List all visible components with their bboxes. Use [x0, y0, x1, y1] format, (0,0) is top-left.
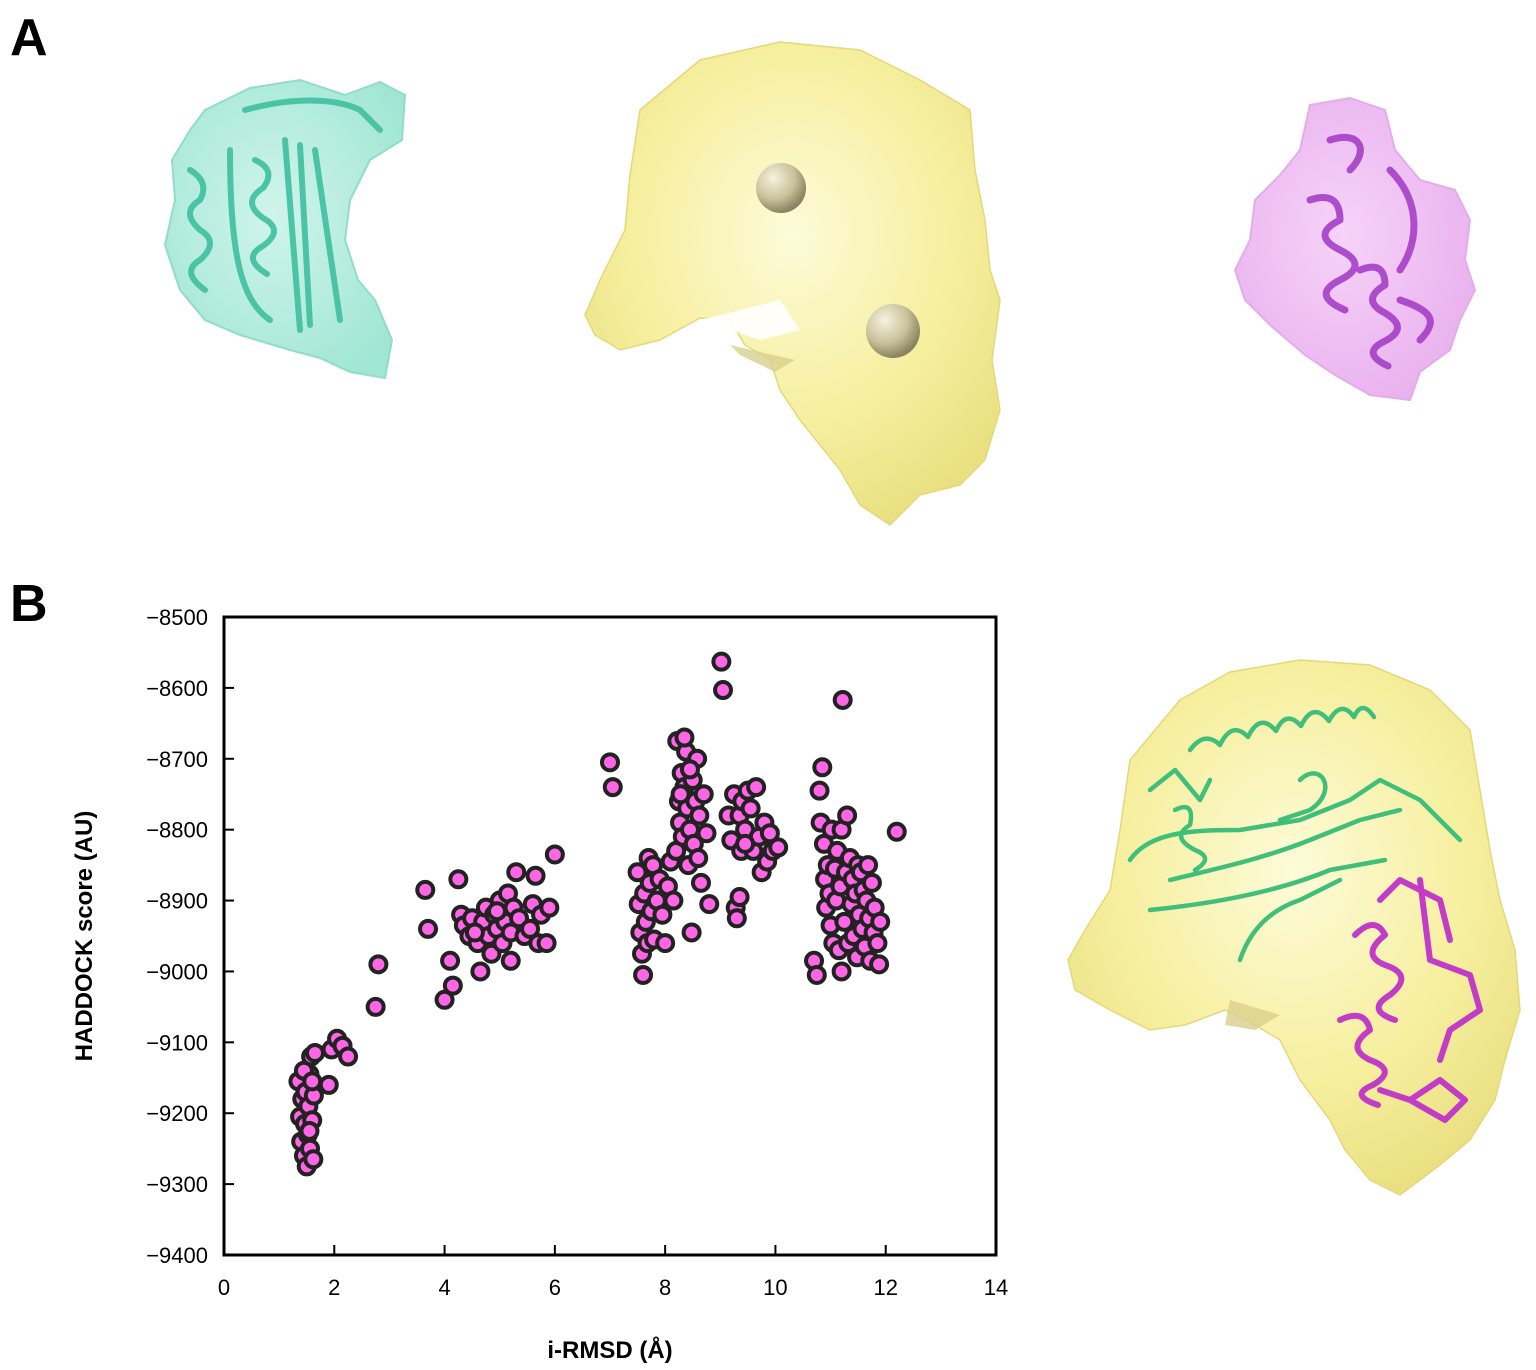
x-tick-label: 10	[763, 1275, 787, 1300]
data-point	[832, 689, 853, 710]
data-point	[768, 837, 789, 858]
data-point	[674, 727, 695, 748]
data-point	[304, 1042, 325, 1063]
data-point	[711, 651, 732, 672]
data-point	[886, 821, 907, 842]
data-point	[368, 954, 389, 975]
data-point	[869, 954, 890, 975]
y-tick-label: −9400	[146, 1243, 208, 1268]
data-point	[858, 855, 879, 876]
x-tick-label: 4	[438, 1275, 450, 1300]
data-point	[627, 862, 648, 883]
data-point	[602, 777, 623, 798]
data-point	[470, 961, 491, 982]
y-tick-label: −8900	[146, 889, 208, 914]
data-point	[689, 805, 710, 826]
data-point	[759, 823, 780, 844]
data-point	[831, 961, 852, 982]
y-tick-label: −9200	[146, 1101, 208, 1126]
y-axis-title: HADDOCK score (AU)	[71, 811, 98, 1062]
x-axis-ticks: 0 2 4 6 8 10 12 14	[218, 1245, 1008, 1300]
data-point	[688, 848, 709, 869]
y-tick-label: −8800	[146, 818, 208, 843]
data-point	[299, 1120, 320, 1141]
sphere-lower	[866, 304, 920, 358]
data-point	[681, 922, 702, 943]
data-point	[415, 879, 436, 900]
data-point	[690, 872, 711, 893]
x-tick-label: 8	[659, 1275, 671, 1300]
density-map-shape	[584, 41, 1001, 526]
data-point	[464, 922, 485, 943]
magenta-protein-ribbon	[1337, 877, 1483, 1123]
data-point	[536, 933, 557, 954]
data-point	[696, 823, 717, 844]
data-point	[735, 833, 756, 854]
x-tick-label: 0	[218, 1275, 230, 1300]
teal-protein-surface	[163, 78, 407, 380]
data-point	[544, 844, 565, 865]
x-tick-label: 14	[984, 1275, 1008, 1300]
data-point	[663, 890, 684, 911]
data-point	[812, 757, 833, 778]
data-point	[809, 780, 830, 801]
y-tick-label: −9000	[146, 959, 208, 984]
data-point	[740, 798, 761, 819]
data-point	[729, 887, 750, 908]
data-point	[861, 872, 882, 893]
sphere-upper	[756, 163, 806, 213]
data-point	[655, 933, 676, 954]
data-point	[440, 950, 461, 971]
y-tick-label: −9300	[146, 1172, 208, 1197]
data-point	[713, 680, 734, 701]
data-point	[539, 897, 560, 918]
data-point	[318, 1074, 339, 1095]
data-point	[338, 1046, 359, 1067]
y-tick-label: −9100	[146, 1030, 208, 1055]
data-points	[288, 651, 907, 1177]
data-point	[746, 777, 767, 798]
data-point	[600, 752, 620, 773]
data-point	[870, 911, 891, 932]
plot-frame	[222, 615, 998, 1257]
data-point	[448, 869, 469, 890]
data-point	[670, 784, 691, 805]
data-point	[633, 964, 654, 985]
magenta-protein-surface	[1233, 96, 1477, 402]
scatter-chart: 0 2 4 6 8 10 12 14 −8500 −8600 −8700 −8800 −8900 −90…	[71, 605, 1008, 1364]
panel-label-a: A	[10, 9, 48, 67]
data-point	[652, 904, 673, 925]
data-point	[699, 894, 720, 915]
data-point	[806, 964, 827, 985]
data-point	[486, 901, 507, 922]
y-tick-label: −8600	[146, 676, 208, 701]
y-axis-ticks: −8500 −8600 −8700 −8800 −8900 −9000 −9100 −9200…	[146, 605, 234, 1268]
data-point	[525, 865, 546, 886]
data-point	[434, 989, 455, 1010]
data-point	[442, 975, 463, 996]
data-point	[726, 908, 747, 929]
panel-label-b: B	[10, 575, 48, 633]
y-tick-label: −8500	[146, 605, 208, 630]
x-tick-label: 6	[549, 1275, 561, 1300]
data-point	[867, 933, 888, 954]
data-point	[302, 1071, 323, 1092]
data-point	[837, 805, 858, 826]
data-point	[693, 784, 714, 805]
data-point	[418, 918, 439, 939]
y-tick-label: −8700	[146, 747, 208, 772]
x-axis-title: i-RMSD (Å)	[547, 1336, 672, 1364]
green-protein-ribbon	[1127, 705, 1463, 963]
data-point	[500, 950, 521, 971]
data-point	[506, 862, 527, 883]
data-point	[520, 918, 541, 939]
x-tick-label: 2	[328, 1275, 340, 1300]
data-point	[365, 996, 386, 1017]
x-tick-label: 12	[873, 1275, 897, 1300]
data-point	[303, 1149, 324, 1170]
data-point	[679, 759, 700, 780]
